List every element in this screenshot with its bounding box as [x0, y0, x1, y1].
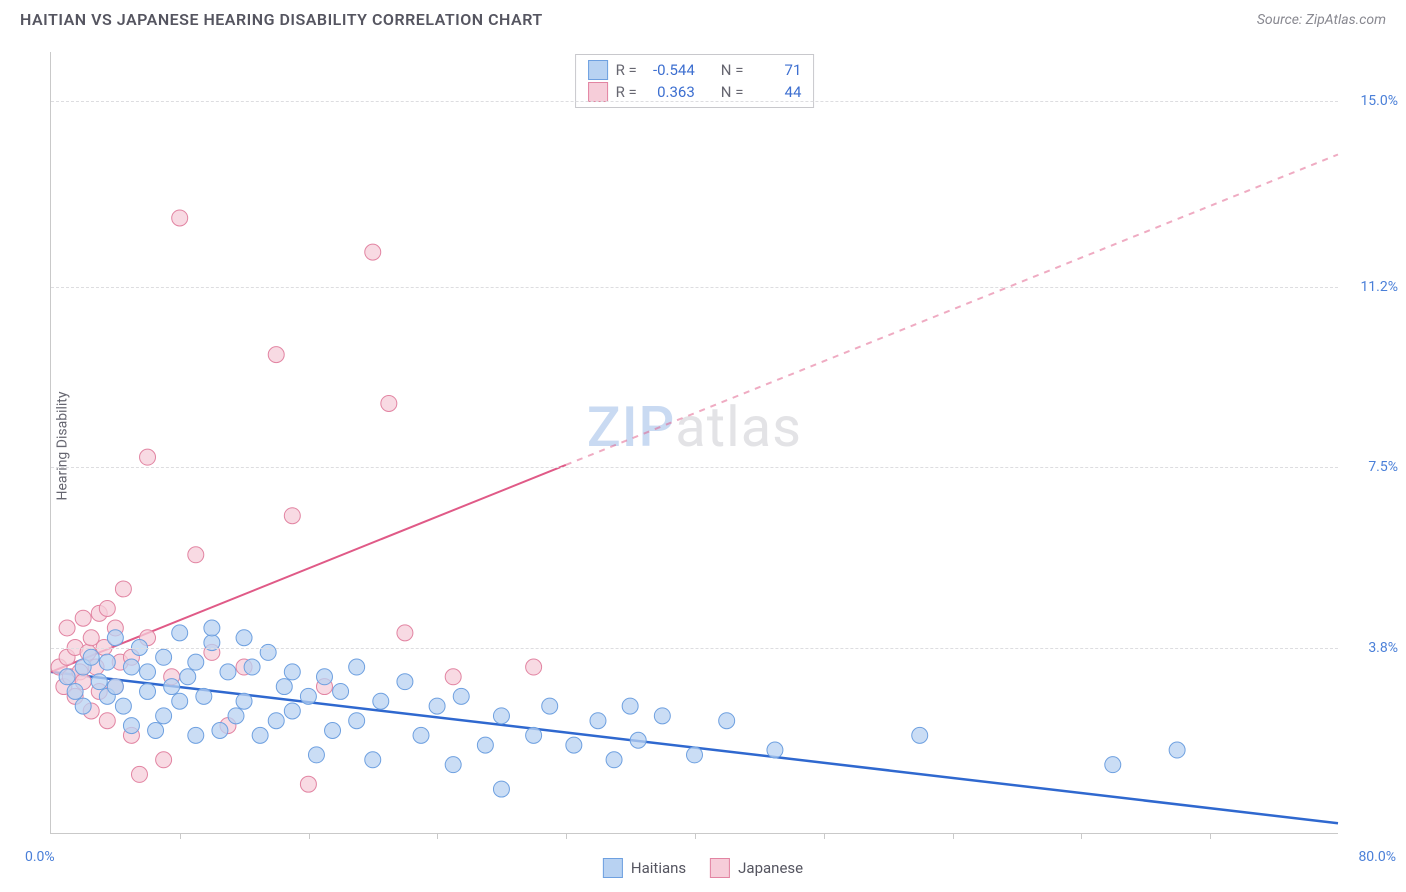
- gridline: [51, 467, 1338, 468]
- x-tick: [1210, 833, 1211, 839]
- bottom-legend-label-japanese: Japanese: [738, 859, 803, 877]
- y-tick-label: 11.2%: [1360, 279, 1398, 295]
- bottom-legend-japanese: Japanese: [710, 858, 803, 878]
- x-tick: [824, 833, 825, 839]
- stat-n-label: N =: [721, 59, 744, 81]
- gridline: [51, 648, 1338, 649]
- gridline: [51, 287, 1338, 288]
- stat-r-value-haitians: -0.544: [645, 59, 695, 81]
- x-axis-min-label: 0.0%: [25, 849, 55, 865]
- y-tick-label: 7.5%: [1368, 459, 1398, 475]
- x-tick: [695, 833, 696, 839]
- gridline: [51, 101, 1338, 102]
- stat-n-label: N =: [721, 81, 744, 103]
- bottom-legend: Haitians Japanese: [603, 858, 803, 878]
- chart-source: Source: ZipAtlas.com: [1257, 12, 1386, 28]
- chart-header: HAITIAN VS JAPANESE HEARING DISABILITY C…: [0, 0, 1406, 37]
- x-tick: [180, 833, 181, 839]
- legend-swatch-haitians: [588, 60, 608, 80]
- y-tick-label: 15.0%: [1360, 93, 1398, 109]
- x-tick: [309, 833, 310, 839]
- x-axis-max-label: 80.0%: [1358, 849, 1396, 865]
- scatter-plot-svg: [51, 52, 1338, 833]
- chart-plot-area: ZIPatlas R = -0.544 N = 71 R = 0.363 N =…: [50, 52, 1338, 834]
- legend-swatch-haitians-bottom: [603, 858, 623, 878]
- legend-swatch-japanese: [588, 82, 608, 102]
- stat-n-value-japanese: 44: [751, 81, 801, 103]
- x-tick: [566, 833, 567, 839]
- x-tick: [437, 833, 438, 839]
- legend-stats-row-haitians: R = -0.544 N = 71: [588, 59, 802, 81]
- legend-swatch-japanese-bottom: [710, 858, 730, 878]
- x-tick: [953, 833, 954, 839]
- stat-r-label: R =: [616, 81, 637, 103]
- chart-title: HAITIAN VS JAPANESE HEARING DISABILITY C…: [20, 10, 543, 29]
- bottom-legend-haitians: Haitians: [603, 858, 686, 878]
- stat-r-value-japanese: 0.363: [645, 81, 695, 103]
- bottom-legend-label-haitians: Haitians: [631, 859, 686, 877]
- legend-stats-row-japanese: R = 0.363 N = 44: [588, 81, 802, 103]
- x-tick: [1081, 833, 1082, 839]
- y-tick-label: 3.8%: [1368, 640, 1398, 656]
- stat-n-value-haitians: 71: [751, 59, 801, 81]
- stat-r-label: R =: [616, 59, 637, 81]
